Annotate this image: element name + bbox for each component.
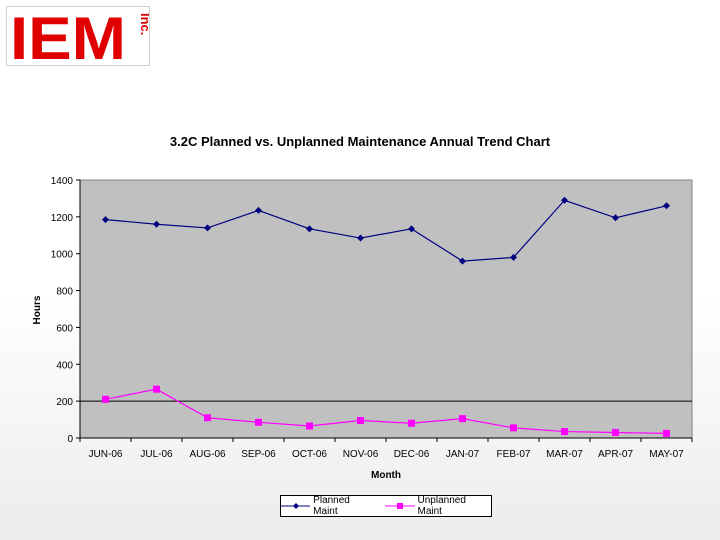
x-tick-label: NOV-06 <box>343 449 379 460</box>
data-point-unplanned <box>663 429 670 437</box>
y-tick-label: 800 <box>56 287 73 298</box>
legend-label-planned: Planned Maint <box>313 495 350 517</box>
x-tick-label: DEC-06 <box>394 449 430 460</box>
logo-text: IEM <box>10 7 126 65</box>
data-point-planned <box>255 206 262 214</box>
data-point-planned <box>459 257 466 265</box>
data-point-planned <box>612 214 619 222</box>
data-point-unplanned <box>612 428 619 436</box>
data-point-unplanned <box>306 422 313 430</box>
x-tick-label: FEB-07 <box>497 449 531 460</box>
data-point-planned <box>408 225 415 233</box>
y-tick-label: 1000 <box>51 250 74 261</box>
chart-title: 3.2C Planned vs. Unplanned Maintenance A… <box>169 134 551 149</box>
data-point-unplanned <box>510 424 517 432</box>
data-point-planned <box>510 253 517 261</box>
series-line <box>105 199 667 262</box>
x-axis-title: Month <box>371 470 401 481</box>
legend: Planned Maint Unplanned Maint <box>280 495 492 517</box>
x-tick-label: APR-07 <box>598 449 633 460</box>
x-tick-label: OCT-06 <box>292 449 327 460</box>
data-point-planned <box>153 220 160 228</box>
legend-label-unplanned: Unplanned Maint <box>417 495 466 517</box>
data-point-planned <box>561 196 568 204</box>
y-axis-title: Hours <box>32 295 43 324</box>
x-tick-label: AUG-06 <box>189 449 226 460</box>
data-point-unplanned <box>561 428 568 436</box>
y-tick-label: 200 <box>56 397 73 408</box>
data-point-unplanned <box>459 415 466 423</box>
data-point-planned <box>306 225 313 233</box>
data-point-unplanned <box>408 419 415 427</box>
data-point-planned <box>102 216 109 224</box>
x-tick-label: MAR-07 <box>546 449 583 460</box>
data-point-planned <box>357 234 364 242</box>
data-point-planned <box>663 202 670 210</box>
plot-area <box>79 179 693 439</box>
series-line <box>105 388 667 434</box>
logo-suffix: Inc. <box>138 13 149 35</box>
x-tick-label: JAN-07 <box>446 449 480 460</box>
series-unplanned <box>102 385 670 437</box>
y-tick-label: 1200 <box>51 213 74 224</box>
company-logo: IEM Inc. <box>6 6 150 66</box>
legend-item-planned: Planned Maint <box>281 495 375 517</box>
x-tick-label: SEP-06 <box>241 449 276 460</box>
x-tick-label: MAY-07 <box>649 449 684 460</box>
x-axis: JUN-06 JUL-06 AUG-06 SEP-06 OCT-06 NOV-06 DEC-… <box>79 437 693 460</box>
y-tick-label: 600 <box>56 323 73 334</box>
x-tick-label: JUL-06 <box>140 449 173 460</box>
data-point-unplanned <box>153 385 160 393</box>
legend-item-unplanned: Unplanned Maint <box>385 495 491 517</box>
y-axis: 0 200 400 600 800 1000 1200 1400 <box>51 176 81 445</box>
series-planned <box>102 196 670 265</box>
data-point-unplanned <box>102 395 109 403</box>
x-tick-label: JUN-06 <box>89 449 123 460</box>
data-point-unplanned <box>357 416 364 424</box>
data-point-unplanned <box>255 418 262 426</box>
y-tick-label: 400 <box>56 360 73 371</box>
data-point-unplanned <box>204 414 211 422</box>
y-tick-label: 0 <box>67 434 73 445</box>
y-tick-label: 1400 <box>51 176 74 187</box>
data-point-planned <box>204 224 211 232</box>
